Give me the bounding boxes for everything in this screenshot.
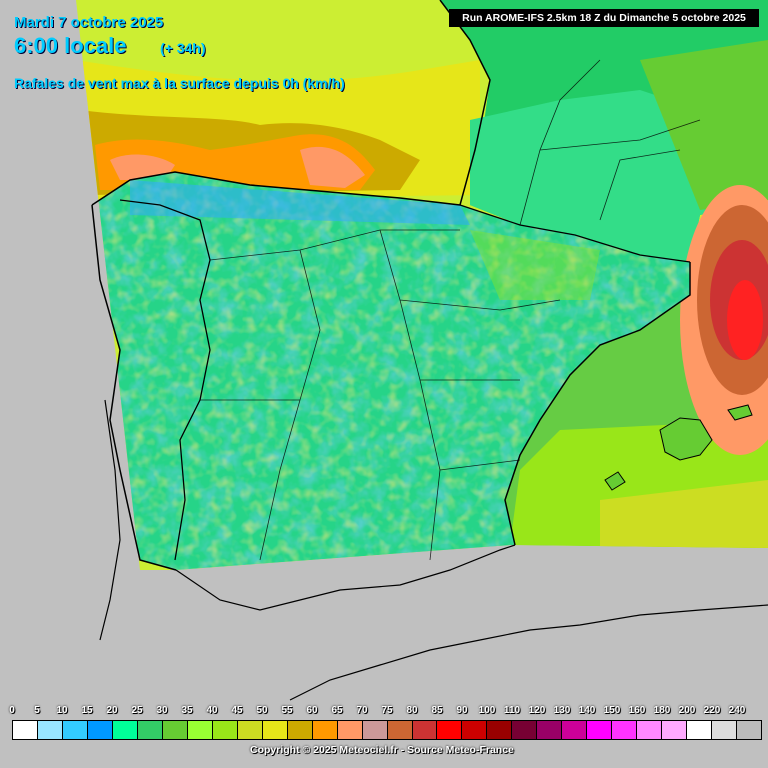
legend-swatch [637,721,663,739]
legend-swatch [187,721,213,739]
legend-tick-label: 55 [281,705,293,716]
legend-tick-label: 75 [381,705,393,716]
legend-swatch [687,721,713,739]
legend-tick-label: 50 [256,705,268,716]
legend-swatch [412,721,438,739]
portugal-border [119,199,211,561]
med-south [600,480,768,548]
legend-swatch [737,721,762,739]
color-legend: 0 5 10 15 20 25 30 35 40 45 50 55 60 65 70 75 80 85 90 100 1… [0,700,768,768]
legend-tick-label: 30 [156,705,168,716]
legend-tick-label: 40 [206,705,218,716]
legend-tick-label: 15 [81,705,93,716]
alps-band [640,40,768,210]
legend-tick-label: 120 [528,705,546,716]
legend-swatch [562,721,588,739]
legend-tick-label: 10 [56,705,68,716]
legend-tick-label: 35 [181,705,193,716]
legend-tick-label: 110 [503,705,521,716]
legend-swatch [337,721,363,739]
legend-tick-label: 60 [306,705,318,716]
legend-swatch [162,721,188,739]
copyright: Copyright © 2025 Meteociel.fr - Source M… [250,744,514,756]
legend-tick-label: 90 [456,705,468,716]
southern-spain-coast [175,544,516,611]
portugal-outside-coast [99,399,121,641]
iberia-east-coast [504,262,691,546]
legend-swatch [462,721,488,739]
legend-tick-label: 240 [728,705,746,716]
legend-tick-label: 130 [553,705,571,716]
legend-swatch [537,721,563,739]
legend-tick-label: 65 [331,705,343,716]
legend-swatch [13,721,38,739]
menorca [727,404,753,421]
legend-tick-label: 200 [678,705,696,716]
legend-swatch [37,721,63,739]
legend-tick-label: 70 [356,705,368,716]
iberia-west-coast [91,204,177,571]
legend-swatch [112,721,138,739]
legend-swatch [212,721,238,739]
legend-tick-label: 150 [603,705,621,716]
legend-swatch [137,721,163,739]
africa-coast [289,604,768,701]
legend-swatch [262,721,288,739]
legend-swatch [512,721,538,739]
france-spain-border [459,204,691,263]
legend-tick-label: 45 [231,705,243,716]
biscay-peak [300,146,365,188]
legend-tick-label: 80 [406,705,418,716]
legend-tick-label: 85 [431,705,443,716]
forecast-date: Mardi 7 octobre 2025 [14,14,164,31]
model-domain [76,0,768,570]
legend-swatch [362,721,388,739]
legend-tick-label: 180 [653,705,671,716]
legend-tick-label: 100 [478,705,496,716]
cantabrian-coast-band [130,180,470,225]
parameter-title: Rafales de vent max à la surface depuis … [14,75,345,91]
legend-swatch [487,721,513,739]
ebro-valley-band [470,230,600,300]
france-region-borders [519,59,701,226]
legend-swatch [437,721,463,739]
legend-swatch [712,721,738,739]
legend-tick-label: 160 [628,705,646,716]
legend-swatch [312,721,338,739]
legend-tick-label: 0 [9,705,15,716]
legend-swatch [287,721,313,739]
legend-swatch [587,721,613,739]
legend-swatch [62,721,88,739]
legend-bar [12,720,762,740]
legend-tick-label: 25 [131,705,143,716]
ibiza [604,471,626,491]
storm-core [727,280,763,360]
run-banner: Run AROME-IFS 2.5km 18 Z du Dimanche 5 o… [449,9,759,27]
legend-swatch [87,721,113,739]
biscay-peak-2 [110,154,175,180]
mallorca [659,417,713,461]
legend-ticks: 0 5 10 15 20 25 30 35 40 45 50 55 60 65 70 75 80 85 90 100 1… [0,705,768,717]
legend-swatch [237,721,263,739]
region-borders [200,229,561,561]
iberia-north-coast [91,171,461,206]
legend-swatch [662,721,688,739]
legend-tick-label: 140 [578,705,596,716]
legend-tick-label: 5 [34,705,40,716]
legend-swatch [387,721,413,739]
forecast-time: 6:00 locale [14,33,127,58]
legend-tick-label: 220 [703,705,721,716]
forecast-lead: (+ 34h) [160,40,206,56]
legend-swatch [612,721,638,739]
legend-tick-label: 20 [106,705,118,716]
